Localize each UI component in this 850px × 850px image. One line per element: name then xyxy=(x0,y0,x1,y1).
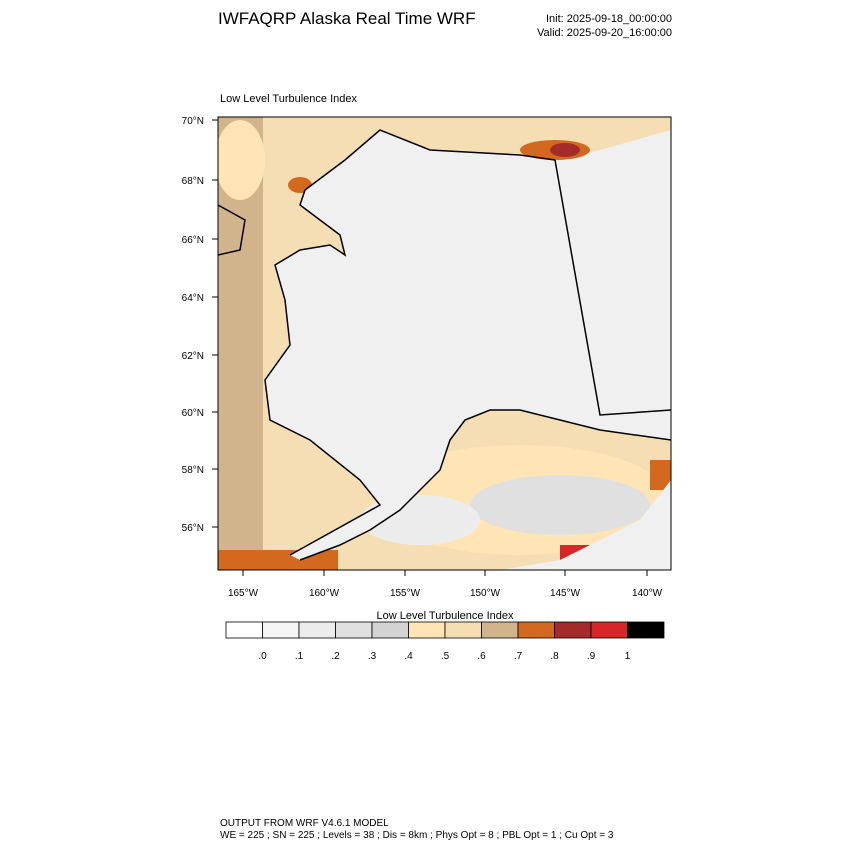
colorbar-label: .1 xyxy=(295,651,304,662)
colorbar-label: .0 xyxy=(258,651,267,662)
valid-time: Valid: 2025-09-20_16:00:00 xyxy=(537,27,672,39)
map-frame xyxy=(217,116,672,571)
colorbar-box xyxy=(371,621,409,639)
colorbar-label: .3 xyxy=(368,651,377,662)
colorbar-label: .4 xyxy=(404,651,413,662)
lon-label: 150°W xyxy=(470,588,501,599)
lat-label: 70°N xyxy=(182,116,204,127)
colorbar-label: 1 xyxy=(625,651,631,662)
colorbar-box xyxy=(225,621,263,639)
lat-label: 66°N xyxy=(182,235,204,246)
lat-label: 62°N xyxy=(182,351,204,362)
lon-label: 155°W xyxy=(390,588,421,599)
lat-label: 60°N xyxy=(182,408,204,419)
colorbar-box xyxy=(481,621,519,639)
footer-line: OUTPUT FROM WRF V4.6.1 MODEL xyxy=(220,818,389,829)
colorbar-box xyxy=(554,621,592,639)
colorbar-box xyxy=(298,621,336,639)
lon-label: 160°W xyxy=(309,588,340,599)
colorbar-box xyxy=(262,621,300,639)
init-time: Init: 2025-09-18_00:00:00 xyxy=(546,13,672,25)
lat-label: 68°N xyxy=(182,176,204,187)
lon-label: 165°W xyxy=(228,588,259,599)
colorbar-box xyxy=(444,621,482,639)
title: IWFAQRP Alaska Real Time WRF xyxy=(218,9,476,28)
colorbar-label: .6 xyxy=(477,651,486,662)
colorbar-title: Low Level Turbulence Index xyxy=(377,610,514,622)
lat-label: 56°N xyxy=(182,523,204,534)
colorbar-label: .8 xyxy=(550,651,559,662)
colorbar-box xyxy=(408,621,446,639)
colorbar-label: .9 xyxy=(587,651,596,662)
lon-label: 140°W xyxy=(632,588,663,599)
colorbar-label: .5 xyxy=(441,651,450,662)
lat-label: 58°N xyxy=(182,465,204,476)
colorbar-label: .7 xyxy=(514,651,523,662)
colorbar-box xyxy=(335,621,373,639)
colorbar-box xyxy=(517,621,555,639)
lat-label: 64°N xyxy=(182,293,204,304)
map-field xyxy=(218,117,671,570)
footer-line: WE = 225 ; SN = 225 ; Levels = 38 ; Dis … xyxy=(220,830,614,841)
colorbar-label: .2 xyxy=(331,651,340,662)
colorbar-box xyxy=(627,621,665,639)
map-title: Low Level Turbulence Index xyxy=(220,93,357,105)
colorbar-box xyxy=(590,621,628,639)
lon-label: 145°W xyxy=(550,588,581,599)
